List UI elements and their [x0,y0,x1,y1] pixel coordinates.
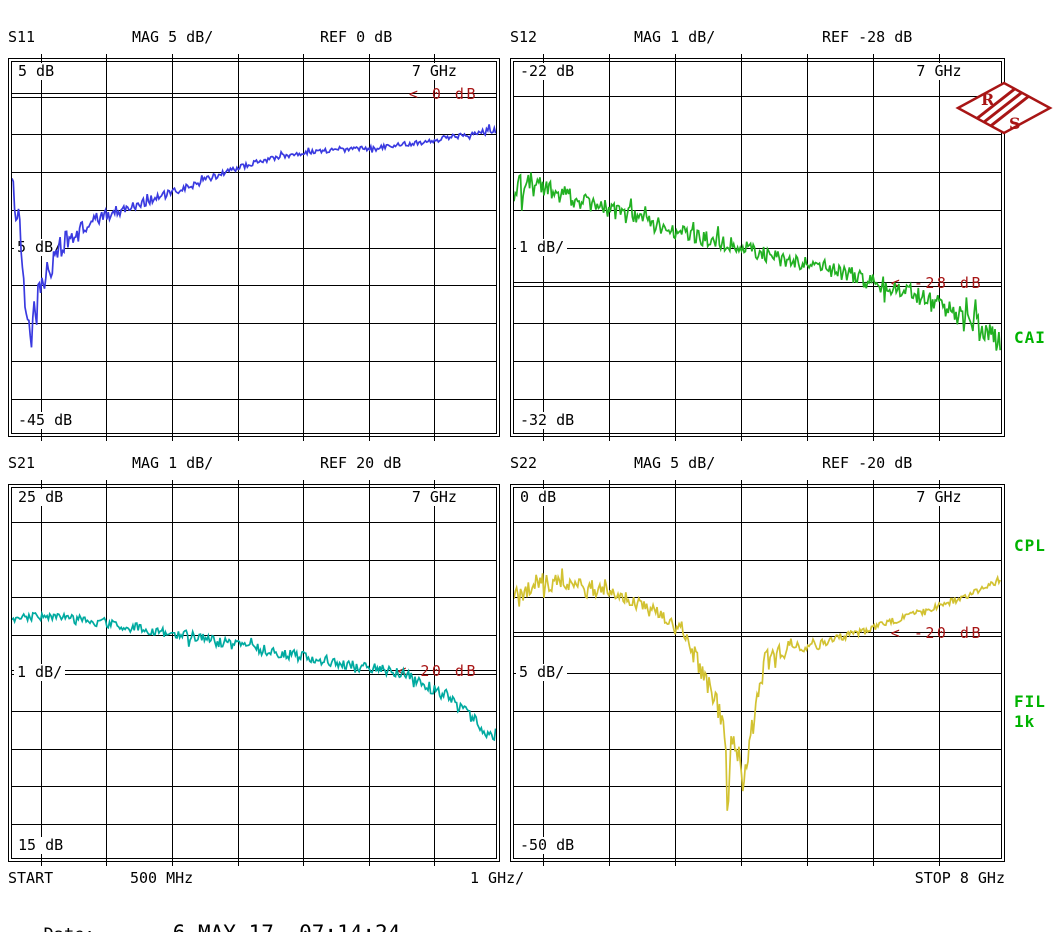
ref-arrow-icon: < [397,662,407,680]
date-label: Date: [44,925,95,932]
marker-freq-label-s21: 7 GHz [408,489,460,506]
logo-letter-r: R [981,90,995,109]
mag-scale-label-s22: MAG 5 dB/ [634,454,716,472]
status-label-fil: FIL [1014,692,1046,711]
scale-bottom-label-s12: -32 dB [517,412,578,429]
freq-per-div-label: 1 GHz/ [470,869,525,887]
trace-header-s11: S11 MAG 5 dB/ REF 0 dB [8,30,500,48]
ref-level-label-s12: REF -28 dB [822,28,913,46]
trace-header-s22: S22 MAG 5 dB/ REF -20 dB [510,456,1005,474]
sparam-label-s22: S22 [510,454,538,472]
plot-panel-s11: 5 dB 7 GHz 5 dB/ -45 dB <0 dB [8,54,500,441]
trace-header-s12: S12 MAG 1 dB/ REF -28 dB [510,30,1005,48]
scale-top-label-s22: 0 dB [517,489,560,506]
per-div-label-s22: 5 dB/ [516,664,568,681]
scale-top-label-s21: 25 dB [15,489,67,506]
ref-marker-value: 0 dB [431,84,478,103]
marker-freq-label-s11: 7 GHz [408,63,460,80]
marker-freq-label-s22: 7 GHz [913,489,965,506]
status-label-cai: CAI [1014,328,1046,347]
frequency-axis-row: START 500 MHz 1 GHz/ STOP 8 GHz [0,870,1058,888]
sparam-label-s21: S21 [8,454,36,472]
mag-scale-label-s12: MAG 1 dB/ [634,28,716,46]
plot-panel-s21: 25 dB 7 GHz 1 dB/ 15 dB <20 dB [8,480,500,866]
scale-top-label-s12: -22 dB [517,63,578,80]
per-div-label-s11: 5 dB/ [14,238,66,256]
plot-panel-s12: -22 dB 7 GHz 1 dB/ -32 dB < -28 dB [510,54,1005,441]
date-row: Date: 6.MAY.17 07:14:24 [5,902,401,932]
date-value: 6.MAY.17 07:14:24 [173,921,401,932]
status-label-1k: 1k [1014,712,1036,731]
ref-arrow-icon: < [890,624,900,643]
trace-header-s21: S21 MAG 1 dB/ REF 20 dB [8,456,500,474]
ref-level-label-s21: REF 20 dB [320,454,402,472]
scale-bottom-label-s11: -45 dB [15,412,76,429]
rohde-schwarz-logo-icon: R S [955,81,1053,135]
start-freq-label: START [8,869,54,887]
status-label-cpl: CPL [1014,536,1046,555]
plot-panel-s22: 0 dB 7 GHz 5 dB/ -50 dB < -20 dB [510,480,1005,866]
ref-marker-s12: < -28 dB [891,275,983,292]
sparam-label-s11: S11 [8,28,36,46]
ref-arrow-icon: < [408,84,418,103]
ref-marker-s11: <0 dB [408,84,478,103]
ref-marker-value: -28 dB [913,274,983,293]
grid-s22 [510,480,1005,866]
ref-marker-value: -20 dB [913,624,983,643]
ref-marker-value: 20 dB [420,662,478,680]
grid-s12 [510,54,1005,441]
start-freq-value: 500 MHz [130,869,194,887]
grid-s11 [8,54,500,441]
ref-marker-s21: <20 dB [397,663,478,680]
scale-bottom-label-s21: 15 dB [15,837,67,854]
ref-arrow-icon: < [890,274,900,293]
mag-scale-label-s21: MAG 1 dB/ [132,454,214,472]
ref-level-label-s22: REF -20 dB [822,454,913,472]
logo-letter-s: S [1009,114,1021,133]
stop-freq-label: STOP 8 GHz [914,869,1005,887]
mag-scale-label-s11: MAG 5 dB/ [132,28,214,46]
sparam-label-s12: S12 [510,28,538,46]
marker-freq-label-s12: 7 GHz [913,63,965,80]
per-div-label-s21: 1 dB/ [14,664,66,681]
per-div-label-s12: 1 dB/ [516,238,568,256]
ref-marker-s22: < -20 dB [891,625,983,642]
ref-level-label-s11: REF 0 dB [320,28,393,46]
scale-top-label-s11: 5 dB [15,63,58,80]
scale-bottom-label-s22: -50 dB [517,837,578,854]
